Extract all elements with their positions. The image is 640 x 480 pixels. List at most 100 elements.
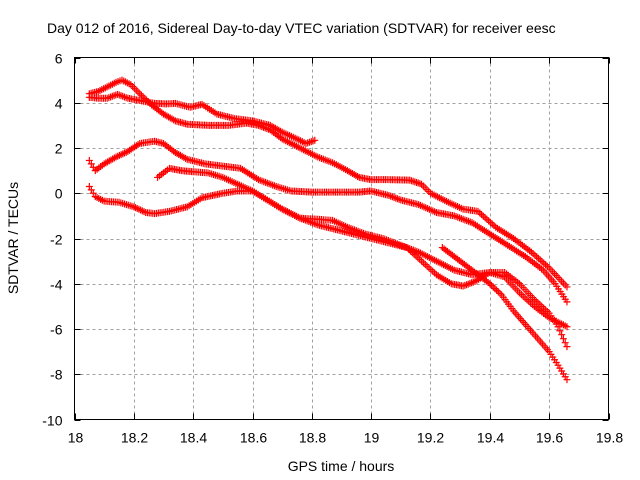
x-tick-label: 18.4 [180, 430, 207, 446]
data-point [311, 136, 319, 144]
y-tick-label: 2 [55, 141, 63, 157]
chart-title: Day 012 of 2016, Sidereal Day-to-day VTE… [47, 20, 556, 36]
data-point [563, 376, 571, 384]
x-axis: 18 18.2 18.4 18.6 18.8 19 19.2 19.4 19.6 19.8 [68, 57, 623, 446]
data-point [132, 204, 140, 212]
data-point [119, 92, 127, 100]
data-point [466, 279, 474, 287]
data-point [488, 220, 496, 228]
data-point [563, 343, 571, 351]
data-point [478, 211, 486, 219]
data-point [533, 253, 541, 261]
data-point [554, 323, 562, 331]
data-points [85, 76, 571, 384]
x-axis-label: GPS time / hours [288, 458, 395, 474]
data-point [393, 195, 401, 203]
data-point [130, 84, 138, 92]
data-point [483, 215, 491, 223]
data-point [558, 331, 566, 339]
data-point [479, 212, 487, 220]
data-point [468, 279, 476, 287]
data-point [491, 285, 499, 293]
data-point [133, 204, 141, 212]
data-point [489, 283, 497, 291]
data-point [114, 152, 122, 160]
data-point [486, 280, 494, 288]
data-point [130, 203, 138, 211]
x-tick-label: 19.2 [417, 430, 444, 446]
data-point [459, 282, 467, 290]
data-point [108, 92, 116, 100]
series-arc-1 [85, 76, 571, 291]
data-point [115, 151, 123, 159]
data-point [385, 192, 393, 200]
data-point [103, 94, 111, 102]
data-point [117, 151, 125, 159]
data-point [387, 192, 395, 200]
data-point [496, 289, 504, 297]
data-point [563, 283, 571, 291]
data-point [170, 116, 178, 124]
y-axis-label: SDTVAR / TECUs [5, 182, 21, 294]
data-point [556, 327, 564, 335]
data-point [388, 193, 396, 201]
data-point [132, 86, 140, 94]
x-tick-label: 18.6 [240, 430, 267, 446]
data-point [138, 207, 146, 215]
y-tick-label: -10 [42, 413, 62, 429]
y-tick-label: -2 [50, 232, 63, 248]
data-point [531, 251, 539, 259]
data-point [493, 286, 501, 294]
y-tick-label: -8 [50, 367, 63, 383]
data-point [418, 180, 426, 188]
data-point [469, 278, 477, 286]
data-point [115, 91, 123, 99]
data-point [485, 217, 493, 225]
series-arc-2 [85, 90, 319, 147]
data-point [134, 141, 142, 149]
series-arc-3 [85, 137, 571, 306]
x-tick-label: 19.4 [477, 430, 504, 446]
data-point [464, 280, 472, 288]
data-point [112, 153, 120, 161]
data-point [392, 194, 400, 202]
data-point [276, 127, 284, 135]
data-point [423, 186, 431, 194]
y-tick-label: 6 [55, 51, 63, 67]
data-point [110, 92, 118, 100]
series-arc-5 [85, 182, 571, 351]
data-point [486, 218, 494, 226]
x-tick-label: 19.8 [596, 430, 623, 446]
data-point [561, 339, 569, 347]
data-point [134, 88, 142, 96]
data-point [182, 154, 190, 162]
x-tick-label: 19 [364, 430, 380, 446]
x-tick-label: 19.6 [536, 430, 563, 446]
y-tick-label: 4 [55, 96, 63, 112]
data-point [114, 90, 122, 98]
series-arc-6 [438, 244, 571, 384]
data-point [395, 195, 403, 203]
data-point [354, 172, 362, 180]
data-point [107, 93, 115, 101]
data-point [461, 281, 469, 289]
x-tick-label: 18 [68, 430, 84, 446]
data-point [140, 208, 148, 216]
data-point [463, 281, 471, 289]
data-point [421, 184, 429, 192]
data-point [117, 92, 125, 100]
x-tick-label: 18.2 [121, 430, 148, 446]
data-point [119, 150, 127, 158]
data-point [390, 193, 398, 201]
data-point [122, 94, 130, 102]
data-point [136, 90, 144, 98]
data-point [536, 256, 544, 264]
data-point [135, 205, 143, 213]
y-tick-label: 0 [55, 186, 63, 202]
y-tick-label: -6 [50, 322, 63, 338]
data-point [534, 254, 542, 262]
data-point [488, 281, 496, 289]
x-tick-label: 18.8 [299, 430, 326, 446]
y-axis: 6 4 2 0 -2 -4 -6 -8 -10 [42, 51, 609, 429]
